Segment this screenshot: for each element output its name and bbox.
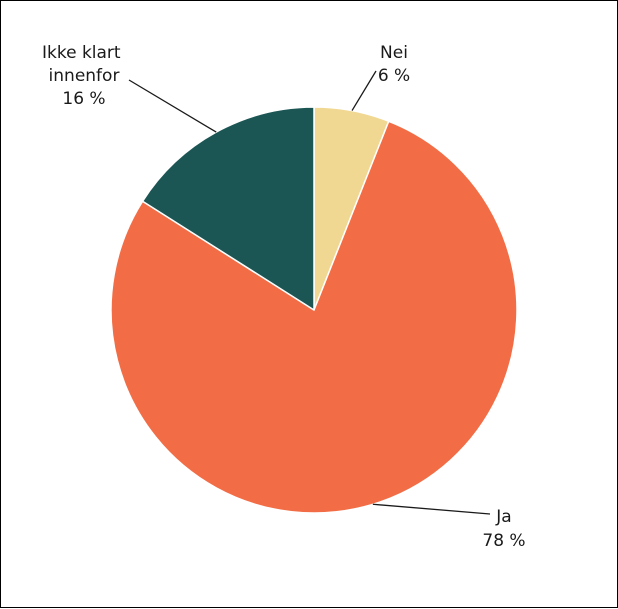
leader-line-ja: [372, 503, 491, 515]
slice-label-line-1: Ikke klart: [42, 43, 121, 63]
pie-slices: [110, 106, 518, 514]
leader-line-nei: [351, 70, 377, 111]
slice-value-nei: 6 %: [378, 66, 410, 86]
slice-value-ikke-klart-innenfor: 16 %: [62, 89, 105, 109]
slice-label-ja: Ja: [495, 507, 511, 527]
slice-label-ikke-klart-innenfor: Ikke klart innenfor: [42, 43, 126, 86]
slice-label-nei: Nei: [380, 43, 408, 63]
leader-lines: [128, 70, 491, 515]
pie-slice-ikke-klart-innenfor: [141, 106, 315, 311]
slice-label-line-2: innenfor: [49, 66, 120, 86]
pie-slice-ja: [110, 120, 518, 514]
slice-value-ja: 78 %: [482, 531, 525, 551]
leader-line-ikke-klart-innenfor: [128, 79, 217, 133]
